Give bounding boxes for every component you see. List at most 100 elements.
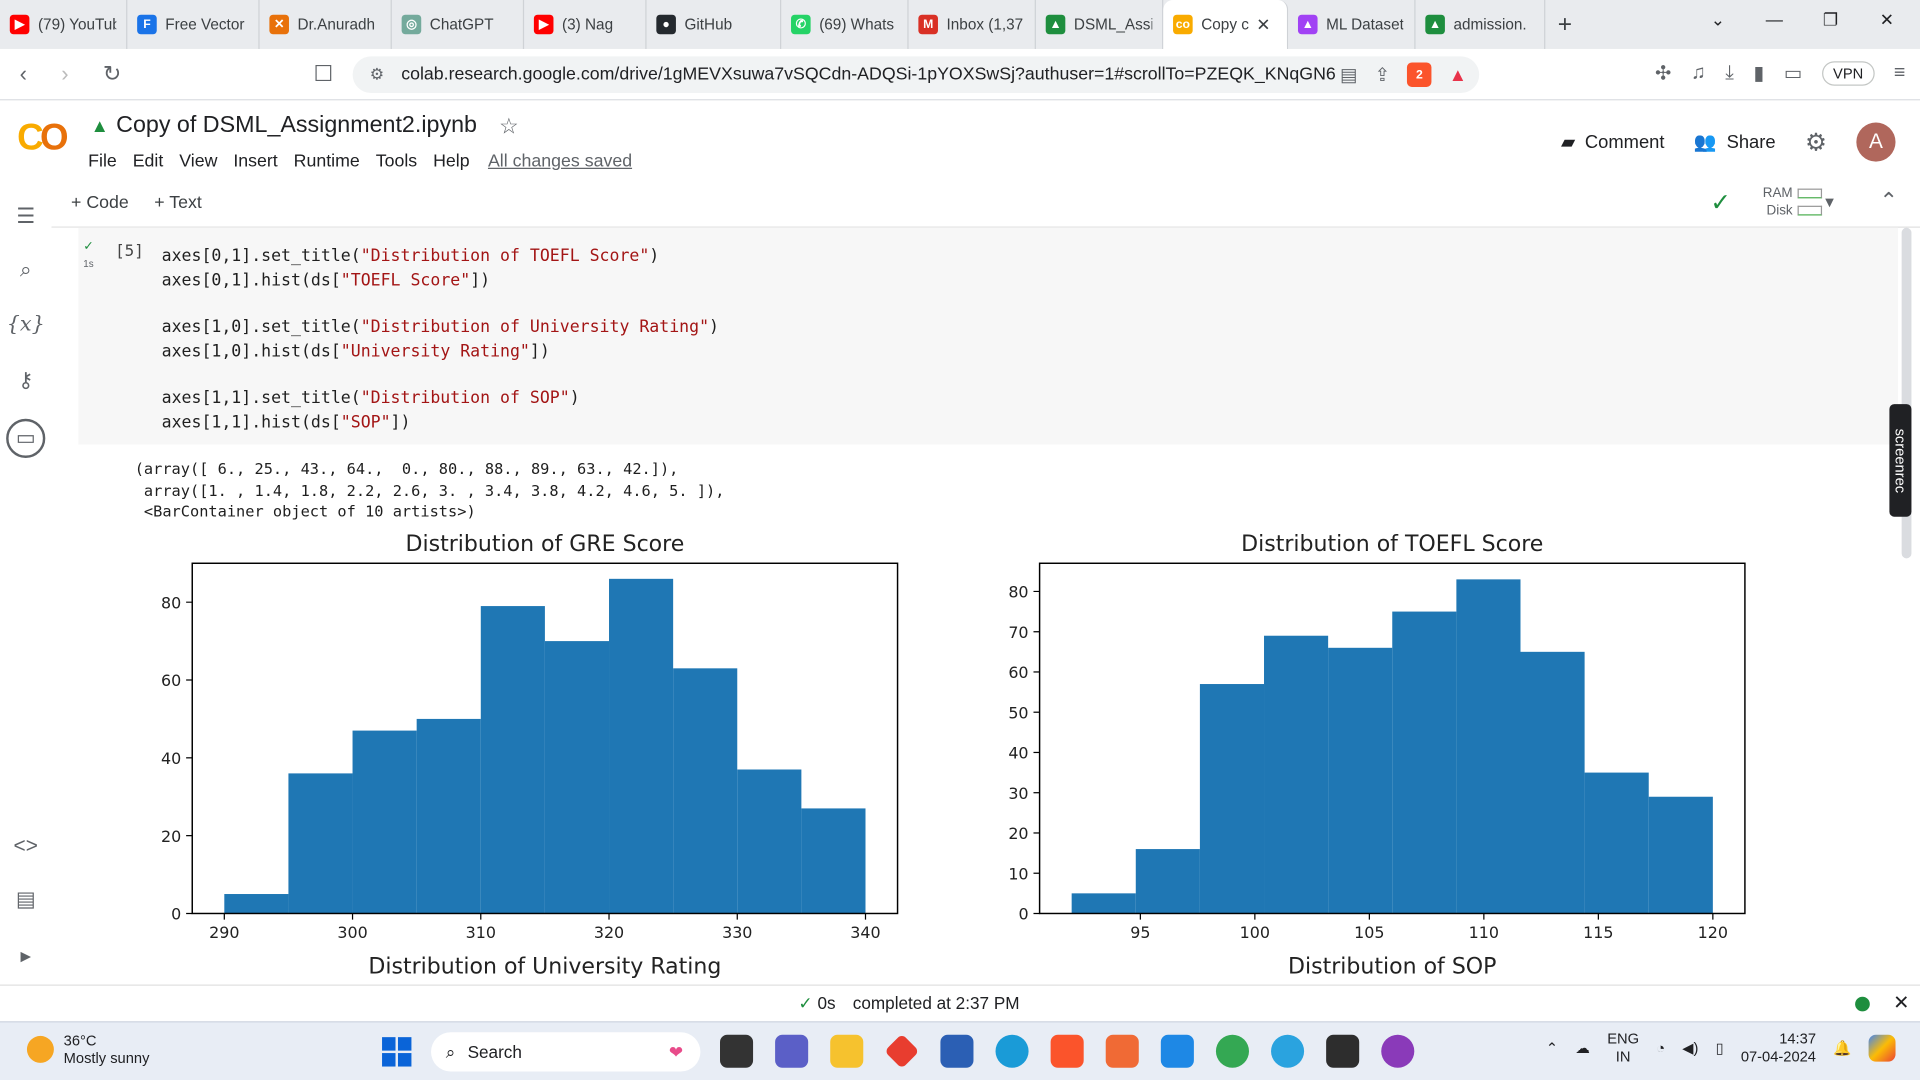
command-palette-icon[interactable]: ▤ — [15, 887, 36, 912]
forward-icon[interactable]: › — [61, 61, 69, 86]
code-token: ]) — [390, 412, 411, 432]
tab-search-icon[interactable]: ⌄ — [1710, 9, 1726, 29]
table-of-contents-icon[interactable]: ☰ — [16, 204, 36, 228]
notification-bell-icon[interactable]: 🔔 — [1833, 1039, 1852, 1057]
vpn-button[interactable]: VPN — [1822, 61, 1875, 86]
git-icon[interactable] — [884, 1033, 920, 1069]
histogram-bar — [673, 668, 738, 914]
wallet-icon[interactable]: ▭ — [1783, 63, 1803, 85]
save-status[interactable]: All changes saved — [487, 151, 633, 172]
code-snippets-icon[interactable]: <> — [13, 833, 38, 858]
secrets-key-icon[interactable]: ⚷ — [18, 368, 34, 392]
code-cell[interactable]: ✓ 1s [5] axes[0,1].set_title("Distributi… — [78, 227, 1898, 445]
browser-tab[interactable]: ▶ (79) YouTub — [0, 0, 128, 49]
brave-rewards-icon[interactable]: ▲ — [1448, 64, 1467, 86]
y-tick-label: 70 — [1008, 623, 1028, 642]
close-status-icon[interactable]: ✕ — [1893, 993, 1910, 1014]
menu-item-view[interactable]: View — [179, 151, 218, 172]
address-bar[interactable]: ⚙ colab.research.google.com/drive/1gMEVX… — [352, 56, 1480, 94]
task-view-icon[interactable] — [720, 1034, 754, 1068]
browser-tab[interactable]: ▶ (3) Nag — [524, 0, 647, 49]
reader-mode-icon[interactable]: ▤ — [1340, 64, 1358, 86]
copilot-icon[interactable] — [1868, 1034, 1896, 1062]
brave-icon[interactable] — [1050, 1034, 1084, 1068]
minimize-button[interactable]: — — [1765, 9, 1783, 30]
back-icon[interactable]: ‹ — [19, 61, 27, 86]
variables-icon[interactable]: {x} — [6, 312, 45, 337]
runtime-dropdown-icon[interactable]: ▼ — [1822, 193, 1837, 211]
browser-tab[interactable]: co Copy c ✕ — [1163, 0, 1289, 49]
edge-icon[interactable] — [995, 1034, 1029, 1068]
browser-tab[interactable]: ✕ Dr.Anuradh — [260, 0, 392, 49]
menu-item-runtime[interactable]: Runtime — [293, 151, 360, 172]
notebook-title[interactable]: Copy of DSML_Assignment2.ipynb — [116, 112, 477, 139]
code-token: ]) — [470, 270, 491, 290]
github-desktop-icon[interactable] — [1381, 1034, 1415, 1068]
menu-item-help[interactable]: Help — [433, 151, 470, 172]
files-folder-icon[interactable]: ▭ — [6, 418, 46, 458]
onedrive-icon[interactable]: ☁ — [1575, 1039, 1591, 1057]
code-editor[interactable]: axes[0,1].set_title("Distribution of TOE… — [162, 245, 719, 435]
clock[interactable]: 14:37 07-04-2024 — [1741, 1030, 1816, 1067]
taskbar-search[interactable]: ⌕ Search ❤ — [431, 1032, 701, 1072]
wifi-icon[interactable]: ◔ — [1656, 1039, 1666, 1057]
teams-icon[interactable] — [775, 1034, 809, 1068]
tray-chevron-icon[interactable]: ⌃ — [1545, 1039, 1559, 1057]
resource-monitor[interactable]: ✓ RAM Disk — [1710, 186, 1823, 218]
store-icon[interactable] — [940, 1034, 974, 1068]
browser-tab[interactable]: ✆ (69) Whats — [781, 0, 909, 49]
close-window-button[interactable]: ✕ — [1879, 9, 1895, 29]
sidebar-icon[interactable]: ▮ — [1753, 63, 1765, 85]
extensions-icon[interactable]: ✣ — [1654, 63, 1672, 85]
browser-tab[interactable]: ▲ DSML_Assi — [1036, 0, 1164, 49]
avatar[interactable]: A — [1856, 122, 1896, 162]
media-icon[interactable]: ♫ — [1690, 62, 1706, 84]
weather-widget[interactable]: 36°C Mostly sunny — [26, 1032, 149, 1067]
notebook-scrollbar[interactable] — [1901, 227, 1912, 559]
comment-label: Comment — [1584, 131, 1665, 153]
bookmark-icon[interactable]: ☐ — [313, 61, 334, 86]
search-highlight-icon: ❤ — [668, 1041, 684, 1062]
browser-tab[interactable]: M Inbox (1,37 — [909, 0, 1036, 49]
menu-item-edit[interactable]: Edit — [132, 151, 164, 172]
cell-run-status[interactable]: ✓ 1s — [83, 240, 93, 269]
chrome-icon[interactable] — [1215, 1034, 1249, 1068]
menu-item-tools[interactable]: Tools — [375, 151, 418, 172]
tab-close-icon[interactable]: ✕ — [1256, 14, 1271, 34]
language-indicator[interactable]: ENG IN — [1607, 1030, 1639, 1067]
new-tab-button[interactable]: + — [1557, 10, 1573, 38]
restore-button[interactable]: ❐ — [1822, 9, 1839, 29]
start-button[interactable] — [382, 1037, 412, 1067]
brave-shields-icon[interactable]: 2 — [1407, 62, 1432, 87]
menu-item-insert[interactable]: Insert — [233, 151, 278, 172]
browser-tab[interactable]: ◎ ChatGPT — [392, 0, 525, 49]
menu-item-file[interactable]: File — [88, 151, 117, 172]
browser-tab[interactable]: F Free Vector — [127, 0, 260, 49]
menu-icon[interactable]: ≡ — [1893, 62, 1906, 84]
colab-logo[interactable]: CO — [17, 117, 69, 158]
screenrec-widget[interactable]: screenrec — [1889, 404, 1912, 517]
terminal-app-icon[interactable] — [1326, 1034, 1360, 1068]
browser-tab[interactable]: ▲ admission. — [1416, 0, 1546, 49]
telegram-icon[interactable] — [1271, 1034, 1305, 1068]
terminal-icon[interactable]: ▸ — [20, 944, 31, 968]
collapse-header-icon[interactable]: ⌃ — [1879, 188, 1898, 214]
volume-icon[interactable]: ◀) — [1682, 1039, 1699, 1057]
search-icon[interactable]: ⌕ — [19, 258, 32, 282]
download-icon[interactable]: ⤓ — [1725, 62, 1734, 84]
share-icon[interactable]: ⇪ — [1374, 64, 1390, 86]
star-icon[interactable]: ☆ — [499, 113, 519, 138]
battery-icon[interactable]: ▯ — [1715, 1039, 1724, 1057]
settings-gear-icon[interactable]: ⚙ — [1804, 129, 1827, 157]
vscode-icon[interactable] — [1160, 1034, 1194, 1068]
xampp-icon[interactable] — [1105, 1034, 1139, 1068]
browser-tab[interactable]: ▲ ML Dataset — [1288, 0, 1416, 49]
browser-tab[interactable]: ● GitHub — [647, 0, 782, 49]
add-text-button[interactable]: + Text — [154, 193, 202, 214]
add-code-button[interactable]: + Code — [71, 193, 129, 214]
reload-icon[interactable]: ↻ — [102, 61, 122, 86]
share-button[interactable]: 👥 Share — [1694, 131, 1776, 153]
comment-button[interactable]: ▰ Comment — [1561, 131, 1665, 153]
file-explorer-icon[interactable] — [830, 1034, 864, 1068]
site-info-icon[interactable]: ⚙ — [369, 64, 385, 84]
